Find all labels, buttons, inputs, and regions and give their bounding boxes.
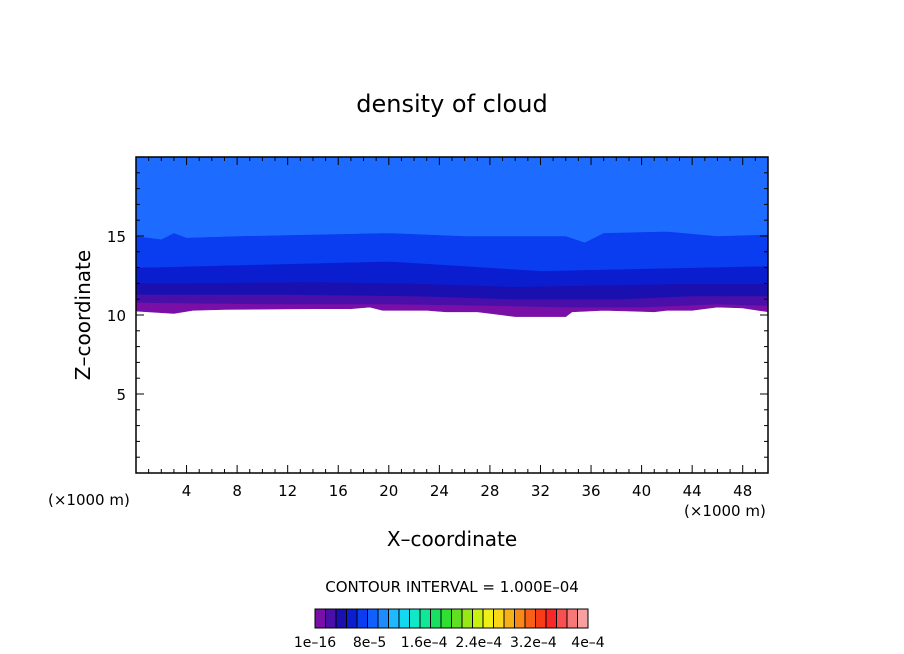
colorbar-swatch <box>377 608 389 629</box>
x-tick-label: 24 <box>430 482 449 500</box>
x-tick-label: 44 <box>683 482 702 500</box>
x-unit-right: (×1000 m) <box>684 502 766 520</box>
x-tick-label: 36 <box>581 482 600 500</box>
colorbar-tick-label: 4e–4 <box>571 635 605 651</box>
colorbar-swatch <box>535 608 547 629</box>
plot-area <box>135 156 769 317</box>
x-unit-left: (×1000 m) <box>48 491 130 509</box>
colorbar-swatch <box>514 608 526 629</box>
colorbar-swatch <box>472 608 484 629</box>
colorbar-swatch <box>556 608 568 629</box>
x-tick-label: 4 <box>182 482 192 500</box>
y-tick-label: 10 <box>107 307 126 325</box>
contour-band-5 <box>135 230 769 272</box>
colorbar-swatch <box>503 608 515 629</box>
colorbar-swatch <box>356 608 368 629</box>
colorbar-tick-label: 8e–5 <box>353 635 386 651</box>
colorbar-tick-label: 1e–16 <box>294 635 336 651</box>
colorbar-swatch <box>440 608 452 629</box>
colorbar-swatch <box>335 608 347 629</box>
y-axis-label: Z–coordinate <box>71 250 95 380</box>
colorbar-swatch <box>545 608 557 629</box>
y-tick-label: 15 <box>107 228 126 246</box>
colorbar-swatch <box>409 608 421 629</box>
colorbar-swatch <box>346 608 358 629</box>
x-tick-label: 20 <box>379 482 398 500</box>
colorbar-swatch <box>367 608 379 629</box>
x-tick-label: 8 <box>232 482 242 500</box>
colorbar-swatch <box>482 608 494 629</box>
contour-interval-label: CONTOUR INTERVAL = 1.000E–04 <box>325 578 579 596</box>
contour-band-6 <box>135 156 769 243</box>
y-tick-label: 5 <box>116 386 126 404</box>
x-tick-label: 40 <box>632 482 651 500</box>
colorbar-swatch <box>314 608 326 629</box>
colorbar-swatch <box>398 608 410 629</box>
y-axis-ticks: 5 10 15 <box>107 172 768 458</box>
colorbar-tick-label: 1.6e–4 <box>401 635 448 651</box>
colorbar-tick-label: 2.4e–4 <box>455 635 502 651</box>
colorbar-swatch <box>566 608 578 629</box>
x-tick-label: 32 <box>531 482 550 500</box>
colorbar-swatch <box>493 608 505 629</box>
chart-title: density of cloud <box>356 90 547 118</box>
colorbar-swatch <box>430 608 442 629</box>
x-axis-ticks: 4 8 12 16 20 24 28 32 36 40 44 48 <box>148 157 756 500</box>
x-tick-label: 48 <box>733 482 752 500</box>
colorbar-tick-label: 3.2e–4 <box>510 635 557 651</box>
colorbar-swatch <box>461 608 473 629</box>
colorbar-swatch <box>388 608 400 629</box>
colorbar-swatch <box>577 608 589 629</box>
colorbar-swatch <box>524 608 536 629</box>
x-tick-label: 16 <box>329 482 348 500</box>
colorbar <box>314 608 589 629</box>
x-tick-label: 28 <box>480 482 499 500</box>
colorbar-swatch <box>419 608 431 629</box>
x-axis-label: X–coordinate <box>387 527 517 551</box>
colorbar-swatch <box>325 608 337 629</box>
colorbar-labels: 1e–16 8e–5 1.6e–4 2.4e–4 3.2e–4 4e–4 <box>294 635 605 651</box>
colorbar-swatch <box>451 608 463 629</box>
x-tick-label: 12 <box>278 482 297 500</box>
